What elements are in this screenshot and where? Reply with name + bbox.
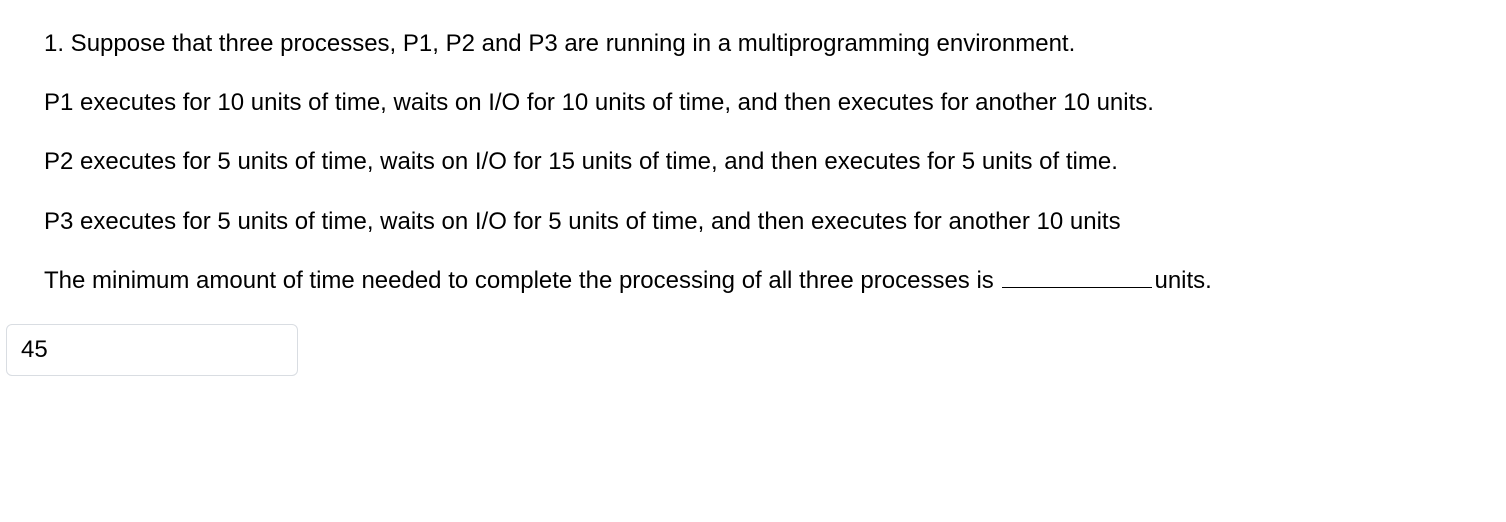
prompt-prefix: The minimum amount of time needed to com… [44, 267, 1000, 294]
prompt-suffix: units. [1154, 267, 1211, 294]
question-line-1: 1. Suppose that three processes, P1, P2 … [44, 28, 1462, 59]
fill-in-blank [1002, 265, 1152, 288]
question-prompt: The minimum amount of time needed to com… [44, 265, 1462, 296]
question-line-3: P2 executes for 5 units of time, waits o… [44, 146, 1462, 177]
question-body: 1. Suppose that three processes, P1, P2 … [0, 28, 1506, 296]
question-page: 1. Suppose that three processes, P1, P2 … [0, 0, 1506, 376]
answer-input[interactable] [6, 324, 298, 376]
question-line-4: P3 executes for 5 units of time, waits o… [44, 206, 1462, 237]
question-line-2: P1 executes for 10 units of time, waits … [44, 87, 1462, 118]
answer-area [0, 324, 1506, 376]
